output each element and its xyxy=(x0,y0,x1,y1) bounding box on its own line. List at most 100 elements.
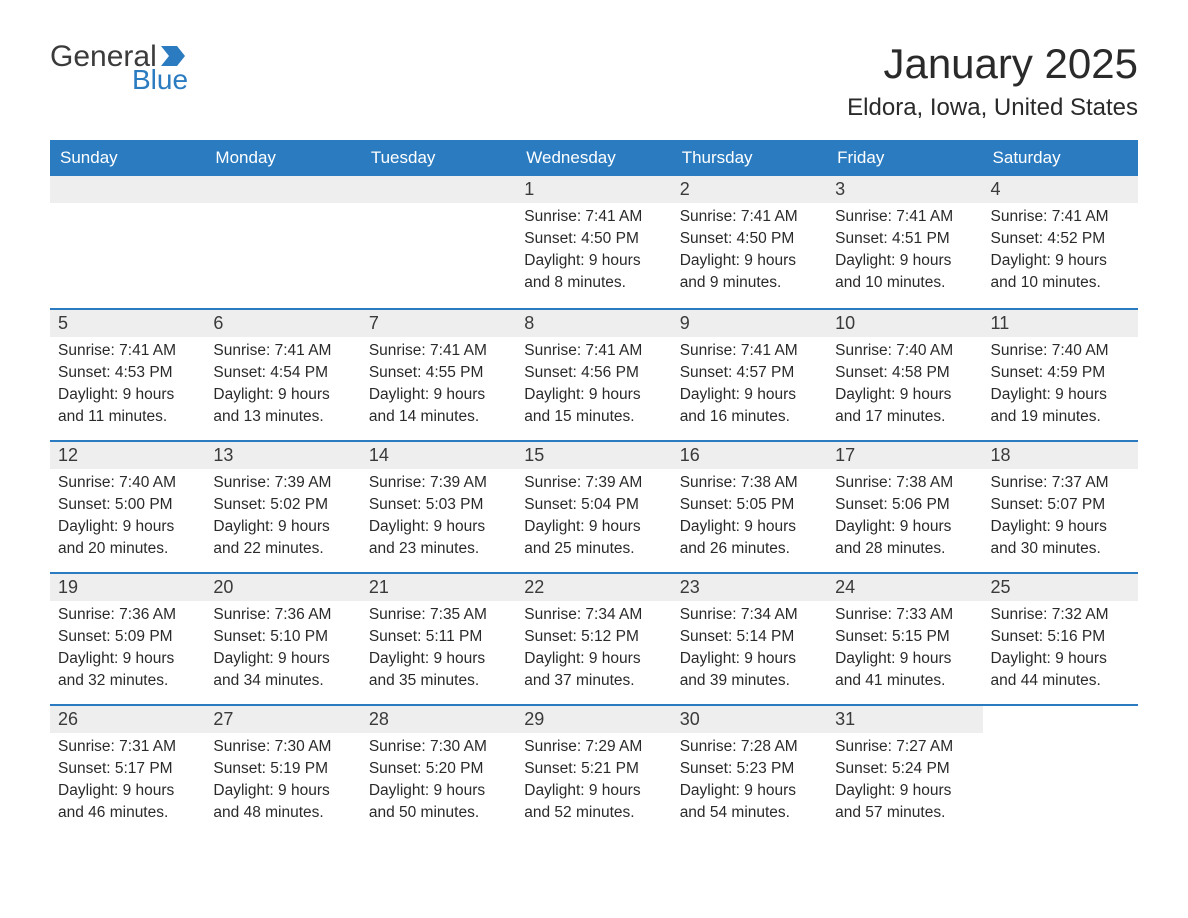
daylight-text-2: and 22 minutes. xyxy=(213,539,352,560)
day-cell: 24Sunrise: 7:33 AMSunset: 5:15 PMDayligh… xyxy=(827,572,982,704)
day-number: 17 xyxy=(827,442,982,469)
sunset-text: Sunset: 5:06 PM xyxy=(835,495,974,516)
sunrise-text: Sunrise: 7:41 AM xyxy=(991,207,1130,228)
daylight-text-2: and 17 minutes. xyxy=(835,407,974,428)
daylight-text-1: Daylight: 9 hours xyxy=(213,385,352,406)
daylight-text-1: Daylight: 9 hours xyxy=(213,517,352,538)
daylight-text-2: and 35 minutes. xyxy=(369,671,508,692)
day-content: Sunrise: 7:32 AMSunset: 5:16 PMDaylight:… xyxy=(983,601,1138,703)
sunset-text: Sunset: 4:52 PM xyxy=(991,229,1130,250)
day-content: Sunrise: 7:38 AMSunset: 5:06 PMDaylight:… xyxy=(827,469,982,571)
day-content: Sunrise: 7:41 AMSunset: 4:57 PMDaylight:… xyxy=(672,337,827,439)
sunset-text: Sunset: 5:07 PM xyxy=(991,495,1130,516)
daylight-text-2: and 48 minutes. xyxy=(213,803,352,824)
day-content: Sunrise: 7:29 AMSunset: 5:21 PMDaylight:… xyxy=(516,733,671,835)
location-title: Eldora, Iowa, United States xyxy=(847,94,1138,122)
day-cell: 2Sunrise: 7:41 AMSunset: 4:50 PMDaylight… xyxy=(672,176,827,308)
sunrise-text: Sunrise: 7:39 AM xyxy=(524,473,663,494)
day-cell: 7Sunrise: 7:41 AMSunset: 4:55 PMDaylight… xyxy=(361,308,516,440)
sunrise-text: Sunrise: 7:38 AM xyxy=(835,473,974,494)
day-cell: 21Sunrise: 7:35 AMSunset: 5:11 PMDayligh… xyxy=(361,572,516,704)
daylight-text-2: and 28 minutes. xyxy=(835,539,974,560)
day-content: Sunrise: 7:41 AMSunset: 4:54 PMDaylight:… xyxy=(205,337,360,439)
day-number: 29 xyxy=(516,706,671,733)
sunset-text: Sunset: 4:54 PM xyxy=(213,363,352,384)
daylight-text-2: and 54 minutes. xyxy=(680,803,819,824)
sunrise-text: Sunrise: 7:32 AM xyxy=(991,605,1130,626)
sunset-text: Sunset: 5:20 PM xyxy=(369,759,508,780)
daylight-text-1: Daylight: 9 hours xyxy=(58,517,197,538)
day-cell xyxy=(361,176,516,308)
day-content: Sunrise: 7:37 AMSunset: 5:07 PMDaylight:… xyxy=(983,469,1138,571)
day-number: 22 xyxy=(516,574,671,601)
sunset-text: Sunset: 5:16 PM xyxy=(991,627,1130,648)
day-number: 31 xyxy=(827,706,982,733)
day-cell: 4Sunrise: 7:41 AMSunset: 4:52 PMDaylight… xyxy=(983,176,1138,308)
logo-text-blue: Blue xyxy=(132,64,188,96)
daylight-text-1: Daylight: 9 hours xyxy=(524,517,663,538)
day-content: Sunrise: 7:27 AMSunset: 5:24 PMDaylight:… xyxy=(827,733,982,835)
day-cell: 8Sunrise: 7:41 AMSunset: 4:56 PMDaylight… xyxy=(516,308,671,440)
daylight-text-2: and 26 minutes. xyxy=(680,539,819,560)
daylight-text-2: and 34 minutes. xyxy=(213,671,352,692)
day-content: Sunrise: 7:36 AMSunset: 5:09 PMDaylight:… xyxy=(50,601,205,703)
day-content: Sunrise: 7:31 AMSunset: 5:17 PMDaylight:… xyxy=(50,733,205,835)
daylight-text-2: and 25 minutes. xyxy=(524,539,663,560)
day-cell xyxy=(983,704,1138,836)
sunset-text: Sunset: 4:50 PM xyxy=(524,229,663,250)
day-content: Sunrise: 7:36 AMSunset: 5:10 PMDaylight:… xyxy=(205,601,360,703)
daylight-text-2: and 11 minutes. xyxy=(58,407,197,428)
daylight-text-1: Daylight: 9 hours xyxy=(369,781,508,802)
day-cell: 16 Sunrise: 7:38 AMSunset: 5:05 PMDayligh… xyxy=(672,440,827,572)
day-number: 7 xyxy=(361,310,516,337)
day-cell: 23Sunrise: 7:34 AMSunset: 5:14 PMDayligh… xyxy=(672,572,827,704)
sunrise-text: Sunrise: 7:38 AM xyxy=(680,473,819,494)
daylight-text-1: Daylight: 9 hours xyxy=(680,517,819,538)
day-cell: 22Sunrise: 7:34 AMSunset: 5:12 PMDayligh… xyxy=(516,572,671,704)
sunrise-text: Sunrise: 7:39 AM xyxy=(369,473,508,494)
daylight-text-2: and 9 minutes. xyxy=(680,273,819,294)
daylight-text-1: Daylight: 9 hours xyxy=(991,517,1130,538)
daylight-text-1: Daylight: 9 hours xyxy=(524,781,663,802)
daylight-text-1: Daylight: 9 hours xyxy=(835,649,974,670)
day-cell: 25Sunrise: 7:32 AMSunset: 5:16 PMDayligh… xyxy=(983,572,1138,704)
sunset-text: Sunset: 5:05 PM xyxy=(680,495,819,516)
sunset-text: Sunset: 4:59 PM xyxy=(991,363,1130,384)
daylight-text-2: and 10 minutes. xyxy=(991,273,1130,294)
day-number: 11 xyxy=(983,310,1138,337)
sunset-text: Sunset: 5:21 PM xyxy=(524,759,663,780)
daylight-text-2: and 14 minutes. xyxy=(369,407,508,428)
sunset-text: Sunset: 5:11 PM xyxy=(369,627,508,648)
daylight-text-1: Daylight: 9 hours xyxy=(991,385,1130,406)
day-cell: 30Sunrise: 7:28 AMSunset: 5:23 PMDayligh… xyxy=(672,704,827,836)
sunset-text: Sunset: 5:09 PM xyxy=(58,627,197,648)
daylight-text-2: and 57 minutes. xyxy=(835,803,974,824)
sunrise-text: Sunrise: 7:41 AM xyxy=(835,207,974,228)
daylight-text-2: and 13 minutes. xyxy=(213,407,352,428)
day-cell: 1Sunrise: 7:41 AMSunset: 4:50 PMDaylight… xyxy=(516,176,671,308)
day-cell: 26Sunrise: 7:31 AMSunset: 5:17 PMDayligh… xyxy=(50,704,205,836)
daylight-text-1: Daylight: 9 hours xyxy=(58,781,197,802)
day-number: 13 xyxy=(205,442,360,469)
daylight-text-1: Daylight: 9 hours xyxy=(58,385,197,406)
day-cell: 3Sunrise: 7:41 AMSunset: 4:51 PMDaylight… xyxy=(827,176,982,308)
day-cell: 10Sunrise: 7:40 AMSunset: 4:58 PMDayligh… xyxy=(827,308,982,440)
daylight-text-2: and 16 minutes. xyxy=(680,407,819,428)
daylight-text-2: and 50 minutes. xyxy=(369,803,508,824)
day-number: 18 xyxy=(983,442,1138,469)
day-number: 27 xyxy=(205,706,360,733)
sunrise-text: Sunrise: 7:41 AM xyxy=(213,341,352,362)
daylight-text-2: and 52 minutes. xyxy=(524,803,663,824)
weekday-friday: Friday xyxy=(827,140,982,176)
day-cell: 11Sunrise: 7:40 AMSunset: 4:59 PMDayligh… xyxy=(983,308,1138,440)
day-number: 15 xyxy=(516,442,671,469)
day-cell: 14Sunrise: 7:39 AMSunset: 5:03 PMDayligh… xyxy=(361,440,516,572)
sunrise-text: Sunrise: 7:41 AM xyxy=(524,207,663,228)
day-number: 30 xyxy=(672,706,827,733)
day-number: 16 xyxy=(672,442,827,469)
sunset-text: Sunset: 5:15 PM xyxy=(835,627,974,648)
daylight-text-2: and 15 minutes. xyxy=(524,407,663,428)
sunset-text: Sunset: 5:04 PM xyxy=(524,495,663,516)
day-number: 2 xyxy=(672,176,827,203)
day-cell: 18Sunrise: 7:37 AMSunset: 5:07 PMDayligh… xyxy=(983,440,1138,572)
